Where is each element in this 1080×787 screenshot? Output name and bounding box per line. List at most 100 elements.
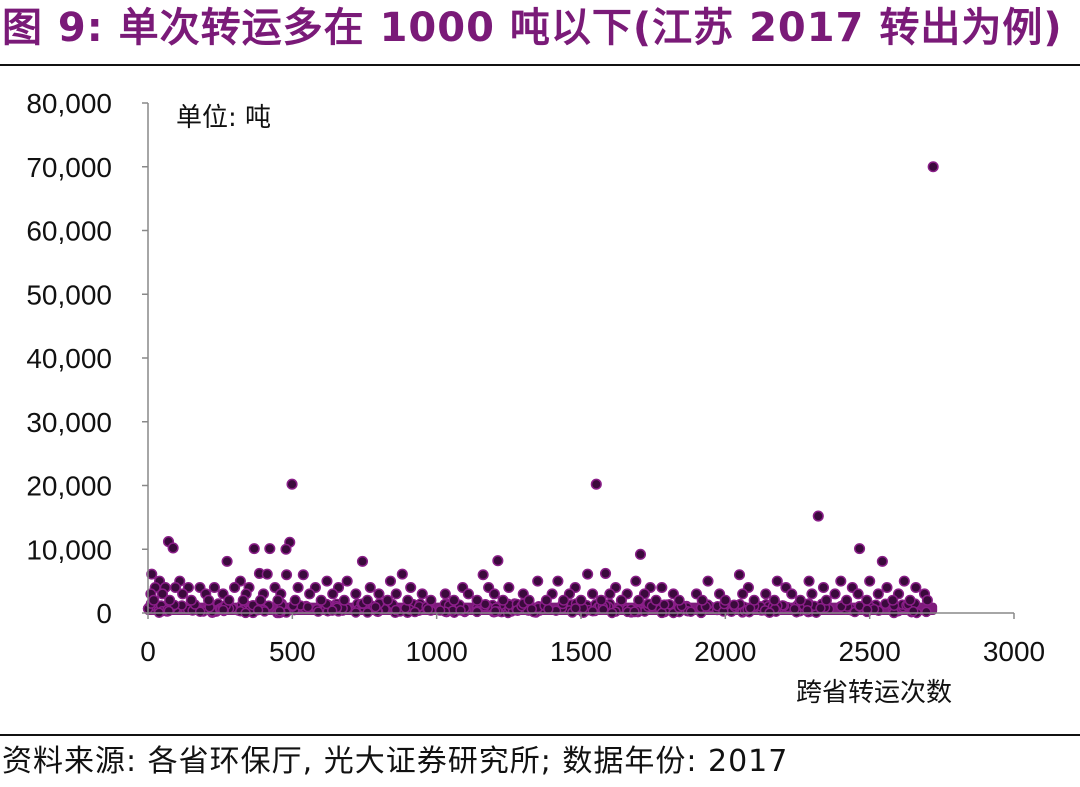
scatter-chart: 0 10,000 20,000 30,000 40,000 50,000 60,000 70,… <box>0 70 1080 732</box>
y-tick-label: 40,000 <box>26 343 112 374</box>
band-point <box>302 601 314 613</box>
data-point <box>696 594 708 606</box>
data-point <box>673 594 685 606</box>
figure-title-bar: 图 9: 单次转运多在 1000 吨以下(江苏 2017 转出为例) <box>0 0 1080 66</box>
data-point <box>733 569 746 581</box>
data-point <box>203 594 215 606</box>
data-point <box>221 555 233 567</box>
band-point <box>390 604 402 616</box>
data-point <box>361 594 373 606</box>
data-point <box>806 588 818 600</box>
data-point <box>771 575 783 587</box>
data-point <box>292 581 304 594</box>
data-point <box>261 568 273 580</box>
data-point <box>146 568 158 580</box>
data-point <box>297 569 309 581</box>
data-point <box>497 594 509 606</box>
y-tick-label: 30,000 <box>26 407 112 438</box>
data-point <box>248 543 260 555</box>
data-point <box>586 588 599 600</box>
source-note: 资料来源: 各省环保厅, 光大证券研究所; 数据年份: 2017 <box>2 744 789 779</box>
data-point <box>615 594 627 606</box>
data-point <box>255 594 267 606</box>
band-point <box>409 606 421 618</box>
band-point <box>194 606 206 618</box>
data-point <box>558 594 570 606</box>
data-point <box>396 568 408 580</box>
source-footer: 资料来源: 各省环保厅, 光大证券研究所; 数据年份: 2017 <box>0 734 1080 787</box>
data-point <box>719 594 731 606</box>
y-tick-label: 60,000 <box>26 216 112 247</box>
data-point <box>164 594 176 606</box>
data-point <box>702 575 714 587</box>
data-point <box>748 594 760 606</box>
data-point <box>532 575 544 587</box>
data-point <box>872 588 884 600</box>
data-point <box>604 588 616 600</box>
data-point <box>356 555 369 567</box>
band-point <box>489 606 501 617</box>
data-point <box>904 594 916 606</box>
data-point <box>327 588 339 600</box>
figure-title: 图 9: 单次转运多在 1000 吨以下(江苏 2017 转出为例) <box>2 5 1063 51</box>
points-layer <box>142 161 939 619</box>
y-tick-label: 0 <box>96 598 112 629</box>
data-point <box>590 478 602 490</box>
data-point <box>492 555 504 567</box>
data-point <box>167 542 179 554</box>
band-point <box>274 605 285 617</box>
data-point <box>817 581 830 594</box>
x-tick-label: 1000 <box>406 636 468 667</box>
band-point <box>163 605 175 617</box>
data-point <box>462 588 474 600</box>
data-point <box>338 594 350 606</box>
data-point <box>852 588 864 600</box>
data-point <box>812 510 824 522</box>
data-point <box>540 594 552 606</box>
data-point <box>477 569 489 581</box>
data-point <box>405 581 417 594</box>
data-point <box>321 575 333 587</box>
data-point <box>382 594 394 606</box>
band-point <box>543 603 554 615</box>
data-point <box>927 161 939 173</box>
data-point <box>760 588 772 600</box>
data-point <box>523 594 535 606</box>
data-point <box>237 594 249 606</box>
data-point <box>575 594 587 606</box>
data-point <box>910 581 922 594</box>
data-point <box>794 594 806 606</box>
data-point <box>448 594 460 606</box>
data-point <box>552 575 564 587</box>
data-point <box>185 594 197 606</box>
data-point <box>341 575 353 587</box>
x-tick-label: 3000 <box>983 636 1045 667</box>
band-point <box>370 601 381 613</box>
band-point <box>326 605 338 616</box>
band-point <box>789 603 800 615</box>
data-point <box>208 581 220 594</box>
band-point <box>587 605 599 617</box>
data-point <box>416 588 428 600</box>
data-point <box>768 594 780 606</box>
data-point <box>402 594 414 606</box>
band-point <box>312 606 324 617</box>
x-tick-label: 2500 <box>839 636 901 667</box>
data-point <box>439 588 451 600</box>
data-point <box>488 588 500 600</box>
data-point <box>304 588 316 600</box>
x-tick-label: 1500 <box>550 636 612 667</box>
y-tick-label: 10,000 <box>26 534 112 565</box>
data-point <box>384 575 397 587</box>
data-point <box>425 594 437 606</box>
data-point <box>881 581 893 594</box>
data-point <box>264 543 276 555</box>
data-point <box>177 588 189 600</box>
data-point <box>364 581 376 594</box>
data-point <box>841 594 853 606</box>
y-tick-label: 50,000 <box>26 279 112 310</box>
band-point <box>659 599 670 610</box>
data-point <box>503 581 515 594</box>
data-point <box>390 588 402 600</box>
band-point <box>907 606 919 617</box>
